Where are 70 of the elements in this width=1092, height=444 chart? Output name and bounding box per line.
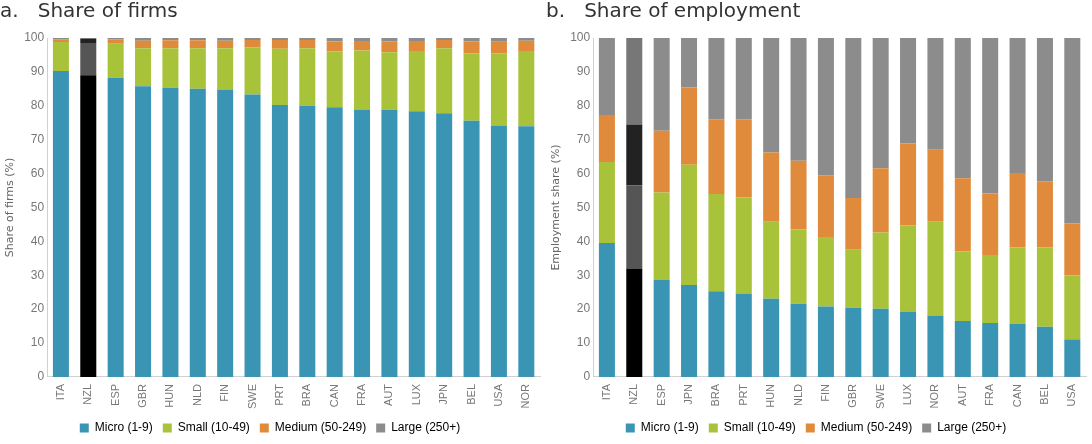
x-tick-label: FRA: [983, 383, 996, 406]
x-tick-label: PRT: [272, 383, 285, 406]
x-tick-label: NLD: [190, 383, 203, 406]
x-tick-label: HUN: [764, 383, 777, 408]
x-tick-label: CAN: [1010, 383, 1023, 408]
x-tick-label: GBR: [136, 383, 149, 408]
chart-title: b. Share of employment: [546, 0, 801, 23]
x-tick-label: FRA: [355, 383, 368, 406]
x-tick-label: LUX: [409, 383, 422, 406]
legend-label: Small (10-49): [723, 420, 796, 435]
x-tick-label: NZL: [627, 383, 640, 405]
legend-label: Medium (50-249): [820, 420, 913, 435]
y-tick-label: 90: [30, 64, 45, 79]
x-tick-label: BRA: [709, 383, 722, 407]
x-tick-label: FIN: [818, 383, 831, 402]
x-tick-label: FIN: [218, 383, 231, 402]
legend-label: Micro (1-9): [94, 420, 153, 435]
legend-label: Large (250+): [937, 420, 1007, 435]
y-tick-label: 10: [576, 335, 591, 350]
y-tick-label: 50: [30, 199, 45, 214]
x-tick-label: ESP: [108, 383, 121, 406]
x-tick-label: NZL: [81, 383, 94, 405]
x-tick-label: NLD: [791, 383, 804, 406]
x-tick-label: SWE: [245, 383, 258, 410]
x-tick-label: HUN: [163, 383, 176, 408]
y-tick-label: 100: [570, 30, 591, 45]
x-tick-label: JPN: [682, 383, 695, 405]
x-tick-label: JPN: [437, 383, 450, 405]
x-tick-label: BRA: [300, 383, 313, 407]
x-tick-label: SWE: [873, 383, 886, 410]
x-tick-label: AUT: [955, 383, 968, 406]
legend-label: Micro (1-9): [640, 420, 699, 435]
y-axis-title: Employment share (%): [549, 144, 563, 271]
y-tick-label: 40: [576, 233, 591, 248]
x-tick-label: BEL: [1037, 383, 1050, 405]
y-tick-label: 0: [37, 369, 45, 384]
x-tick-label: NOR: [519, 383, 532, 409]
y-tick-label: 80: [30, 98, 45, 113]
y-tick-label: 70: [30, 132, 45, 146]
y-tick-label: 30: [576, 267, 591, 282]
y-tick-label: 60: [576, 165, 591, 180]
x-tick-label: NOR: [928, 383, 941, 409]
y-tick-label: 20: [576, 301, 591, 316]
x-tick-label: GBR: [846, 383, 859, 408]
legend-label: Small (10-49): [177, 420, 250, 435]
y-tick-label: 60: [30, 165, 45, 180]
y-tick-label: 80: [576, 98, 591, 113]
x-tick-label: USA: [1065, 383, 1078, 407]
x-tick-label: PRT: [736, 383, 749, 406]
x-tick-label: USA: [491, 383, 504, 407]
x-tick-label: BEL: [464, 383, 477, 405]
y-tick-label: 30: [30, 267, 45, 282]
chart-title: a. Share of firms: [0, 0, 178, 23]
y-tick-label: 10: [30, 335, 45, 350]
y-tick-label: 0: [583, 369, 591, 384]
x-tick-label: ESP: [654, 383, 667, 406]
y-axis-title: Share of firms (%): [3, 157, 17, 258]
legend-label: Large (250+): [391, 420, 461, 435]
legend-label: Medium (50-249): [274, 420, 367, 435]
y-tick-label: 70: [576, 132, 591, 146]
y-tick-label: 100: [24, 30, 45, 45]
y-tick-label: 50: [576, 199, 591, 214]
y-tick-label: 40: [30, 233, 45, 248]
x-tick-label: AUT: [382, 383, 395, 406]
x-tick-label: ITA: [53, 383, 66, 401]
y-tick-label: 20: [30, 301, 45, 316]
x-tick-label: ITA: [599, 383, 612, 401]
x-tick-label: LUX: [901, 383, 914, 406]
x-tick-label: CAN: [327, 383, 340, 408]
y-tick-label: 90: [576, 64, 591, 79]
